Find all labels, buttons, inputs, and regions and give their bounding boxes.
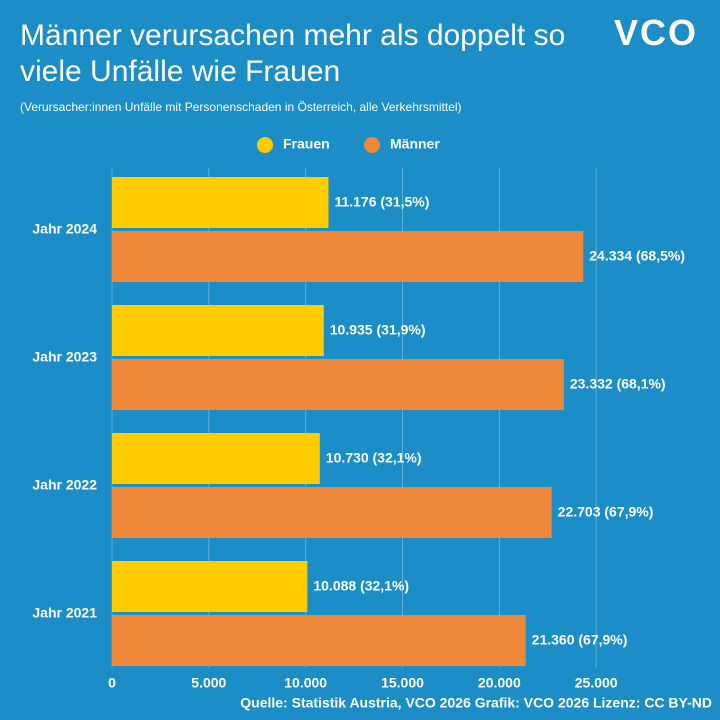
bar: [112, 433, 320, 484]
chart-subtitle: (Verursacher:innen Unfälle mit Personens…: [20, 100, 462, 114]
y-tick-label: Jahr 2024: [32, 221, 97, 237]
x-tick-label: 15.000: [381, 675, 424, 691]
bar: [112, 561, 308, 612]
x-tick-label: 20.000: [478, 675, 521, 691]
y-tick-label: Jahr 2021: [32, 605, 97, 621]
bar: [112, 359, 564, 410]
bar: [112, 487, 552, 538]
chart-title: Männer verursachen mehr als doppelt so v…: [20, 19, 566, 88]
bar: [112, 615, 526, 666]
value-label: 23.332 (68,1%): [570, 376, 666, 392]
value-label: 10.088 (32,1%): [313, 578, 409, 594]
bar: [112, 177, 329, 228]
value-label: 22.703 (67,9%): [558, 504, 654, 520]
y-tick-label: Jahr 2022: [32, 477, 97, 493]
legend-swatch: [364, 137, 380, 153]
logo: VCO: [613, 12, 698, 53]
legend-label: Männer: [390, 136, 440, 152]
y-tick-label: Jahr 2023: [32, 349, 97, 365]
legend-label: Frauen: [283, 136, 330, 152]
value-label: 11.176 (31,5%): [334, 194, 429, 210]
bar: [112, 305, 324, 356]
source: Quelle: Statistik Austria, VCO 2026 Graf…: [240, 695, 712, 711]
value-label: 21.360 (67,9%): [532, 632, 628, 648]
bar: [112, 231, 584, 282]
x-tick-label: 25.000: [575, 675, 618, 691]
x-tick-label: 5.000: [191, 675, 226, 691]
value-label: 10.730 (32,1%): [326, 450, 422, 466]
x-tick-label: 10.000: [284, 675, 327, 691]
legend-swatch: [257, 137, 273, 153]
x-tick-label: 0: [108, 675, 116, 691]
value-label: 24.334 (68,5%): [589, 248, 685, 264]
value-label: 10.935 (31,9%): [330, 322, 426, 338]
